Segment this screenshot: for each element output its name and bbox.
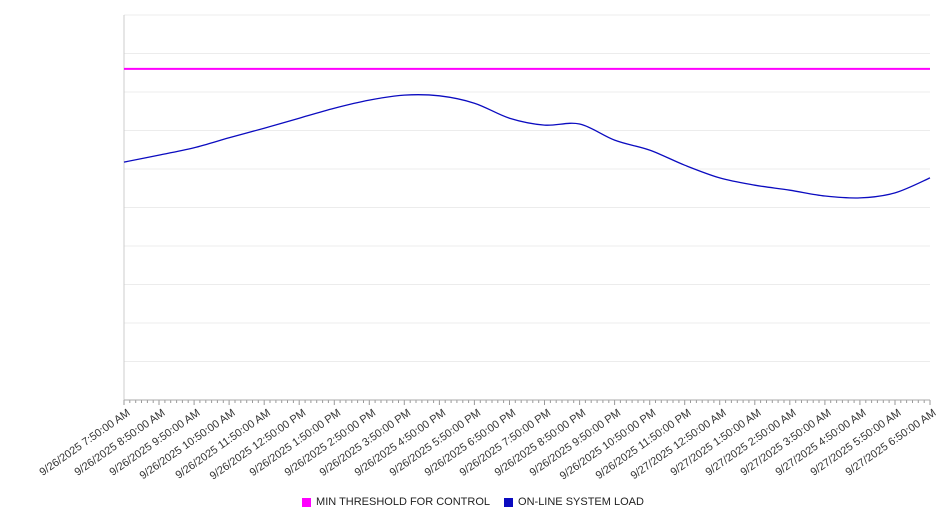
minor-ticks bbox=[129, 400, 925, 403]
load-swatch-icon bbox=[504, 497, 514, 507]
x-axis-label: 9/26/2025 11:50:00 PM bbox=[593, 407, 694, 482]
x-axis-label: 9/27/2025 5:50:00 AM bbox=[808, 407, 904, 479]
x-axis-label: 9/26/2025 5:50:00 PM bbox=[387, 407, 484, 479]
x-axis-label: 9/26/2025 1:50:00 PM bbox=[247, 407, 344, 479]
x-axis-label: 9/26/2025 2:50:00 PM bbox=[282, 407, 379, 479]
gridlines bbox=[124, 14, 930, 401]
x-axis-label: 9/26/2025 8:50:00 PM bbox=[492, 407, 589, 479]
x-axis-label: 9/26/2025 11:50:00 AM bbox=[173, 407, 274, 482]
x-axis-label: 9/27/2025 2:50:00 AM bbox=[703, 407, 799, 479]
threshold-swatch-icon bbox=[302, 497, 312, 507]
x-axis-label: 9/26/2025 9:50:00 PM bbox=[527, 407, 624, 479]
x-axis-label: 9/26/2025 4:50:00 PM bbox=[352, 407, 449, 479]
x-axis-label: 9/27/2025 1:50:00 AM bbox=[668, 407, 764, 479]
x-axis-label: 9/27/2025 4:50:00 AM bbox=[773, 407, 869, 479]
x-axis-label: 9/26/2025 9:50:00 AM bbox=[107, 407, 203, 479]
legend-item-load[interactable]: ON-LINE SYSTEM LOAD bbox=[504, 496, 644, 508]
chart-legend: MIN THRESHOLD FOR CONTROL ON-LINE SYSTEM… bbox=[0, 496, 946, 508]
chart-plot bbox=[123, 14, 931, 405]
legend-label-threshold: MIN THRESHOLD FOR CONTROL bbox=[316, 496, 491, 508]
x-axis-label: 9/26/2025 7:50:00 PM bbox=[457, 407, 554, 479]
x-axis-label: 9/27/2025 3:50:00 AM bbox=[738, 407, 834, 479]
x-axis-label: 9/27/2025 6:50:00 AM bbox=[843, 407, 939, 479]
x-axis-label: 9/26/2025 7:50:00 AM bbox=[37, 407, 133, 479]
load-line[interactable] bbox=[123, 94, 931, 199]
x-axis-label: 9/27/2025 12:50:00 AM bbox=[628, 407, 729, 483]
x-axis-label: 9/26/2025 6:50:00 PM bbox=[422, 407, 519, 479]
x-axis-label: 9/26/2025 10:50:00 AM bbox=[137, 407, 239, 483]
major-ticks bbox=[123, 400, 931, 405]
legend-label-load: ON-LINE SYSTEM LOAD bbox=[518, 496, 644, 508]
x-axis-label: 9/26/2025 12:50:00 PM bbox=[207, 407, 309, 483]
x-axis-label: 9/26/2025 8:50:00 AM bbox=[72, 407, 168, 479]
legend-item-threshold[interactable]: MIN THRESHOLD FOR CONTROL bbox=[302, 496, 490, 508]
x-axis-label: 9/26/2025 3:50:00 PM bbox=[317, 407, 414, 479]
x-axis-label: 9/26/2025 10:50:00 PM bbox=[557, 407, 659, 483]
